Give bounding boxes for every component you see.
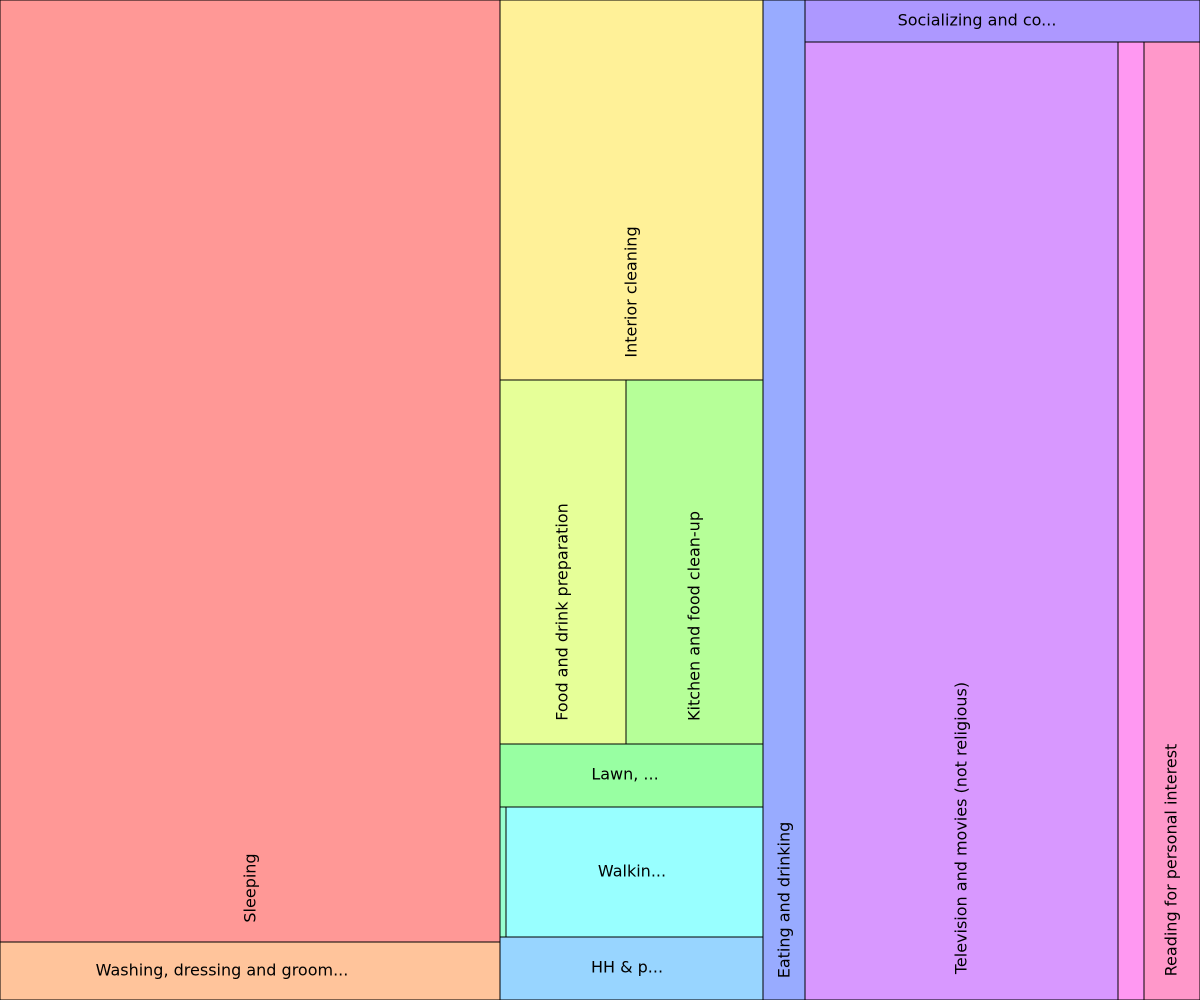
tile-kitchen-and-food-clean-up <box>625 379 764 745</box>
tile-label-interior-cleaning: Interior cleaning <box>622 226 641 357</box>
tile-washing-dressing-and-grooming-oneself <box>0 941 501 1000</box>
tile-hh-p <box>499 936 764 1000</box>
tile-label-sleeping: Sleeping <box>241 853 260 922</box>
tile-label-television-and-movies-not-religious: Television and movies (not religious) <box>952 682 971 975</box>
tile-label-socializing-and-communicating: Socializing and co... <box>898 11 1057 30</box>
tile-socializing-and-communicating <box>804 0 1200 43</box>
tile-sleeping <box>0 0 501 943</box>
tile-label-lawn-garden-and-houseplants: Lawn, ... <box>591 765 658 784</box>
tile-lawn-garden-and-houseplants <box>499 743 764 808</box>
tile-walking <box>505 806 764 938</box>
tile-television-and-movies-not-religious <box>804 41 1119 1000</box>
tile-interior-cleaning <box>499 0 764 381</box>
tile-label-walking: Walkin... <box>598 862 666 881</box>
tile-label-food-and-drink-preparation: Food and drink preparation <box>553 503 572 721</box>
tile-unlabeled-12 <box>1117 41 1145 1000</box>
tile-reading-for-personal-interest <box>1143 41 1200 1000</box>
tile-unlabeled-6 <box>499 806 507 938</box>
tile-label-eating-and-drinking: Eating and drinking <box>775 822 794 979</box>
tile-label-washing-dressing-and-grooming-oneself: Washing, dressing and groom... <box>96 961 349 980</box>
tile-label-kitchen-and-food-clean-up: Kitchen and food clean-up <box>685 511 704 721</box>
tile-label-reading-for-personal-interest: Reading for personal interest <box>1162 744 1181 977</box>
tile-label-hh-p: HH & p... <box>591 958 663 977</box>
